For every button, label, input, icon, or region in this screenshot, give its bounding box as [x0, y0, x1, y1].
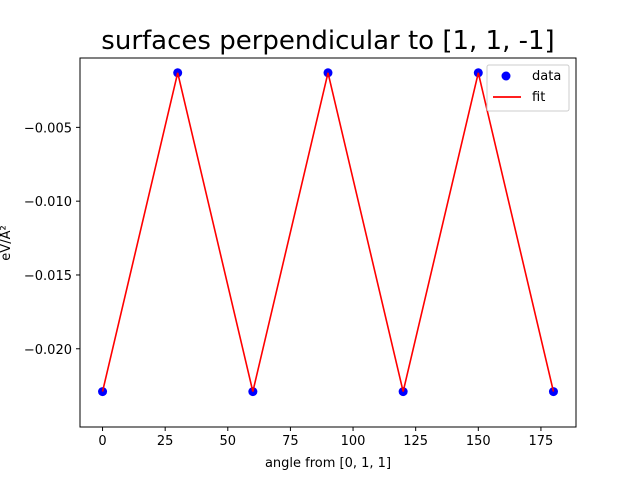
legend: data fit — [486, 64, 570, 112]
legend-label-data: data — [532, 69, 561, 84]
x-tick-label: 25 — [157, 434, 174, 449]
x-axis-label: angle from [0, 1, 1] — [265, 456, 391, 471]
fit-line — [101, 72, 555, 392]
y-axis-label: eV/Å² — [0, 225, 14, 260]
y-tick-label: −0.010 — [24, 195, 72, 210]
y-tick-label: −0.015 — [24, 269, 72, 284]
x-tick-label: 0 — [98, 434, 106, 449]
x-tick-label: 175 — [529, 434, 554, 449]
y-tick-label: −0.020 — [24, 343, 72, 358]
chart-title: surfaces perpendicular to [1, 1, -1] — [101, 26, 554, 56]
x-tick-label: 100 — [341, 434, 366, 449]
x-tick-label: 150 — [466, 434, 491, 449]
x-tick-label: 50 — [220, 434, 237, 449]
legend-marker-data — [501, 71, 511, 81]
x-tick-label: 125 — [403, 434, 428, 449]
plot-frame — [79, 57, 577, 428]
y-tick-label: −0.005 — [24, 121, 72, 136]
x-tick-label: 75 — [282, 434, 299, 449]
legend-label-fit: fit — [532, 90, 545, 105]
plot-area: 0 25 50 75 100 125 150 175 −0.005 −0.010 −0.015 −0.… — [24, 68, 558, 449]
